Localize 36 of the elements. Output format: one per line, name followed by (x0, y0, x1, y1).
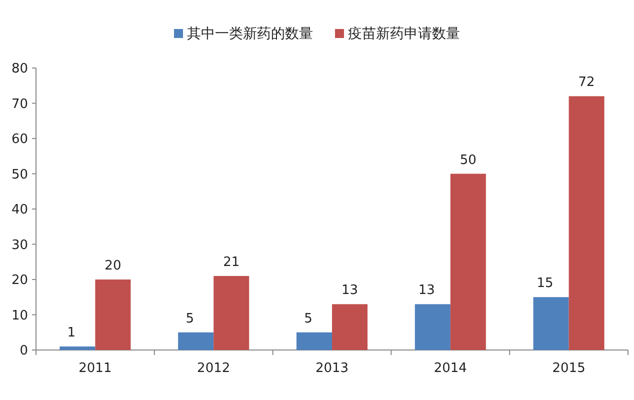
legend-label: 疫苗新药申请数量 (348, 26, 460, 42)
data-label: 20 (104, 258, 122, 274)
bar (296, 332, 332, 350)
y-tick-label: 30 (11, 238, 28, 253)
bar (214, 276, 250, 350)
y-tick-label: 0 (20, 344, 28, 358)
bar (414, 304, 450, 350)
y-tick-label: 40 (11, 202, 28, 218)
x-tick-label: 2015 (552, 361, 586, 376)
y-tick-label: 80 (11, 62, 28, 76)
data-label: 50 (460, 152, 476, 168)
data-label: 21 (223, 254, 240, 270)
bar (533, 297, 569, 350)
data-label: 72 (578, 75, 595, 90)
data-label: 13 (341, 283, 358, 298)
x-tick-label: 2014 (434, 361, 467, 376)
y-tick-label: 10 (11, 308, 28, 324)
y-tick-label: 70 (11, 96, 28, 112)
x-tick-label: 2013 (315, 361, 349, 376)
data-label: 1 (67, 325, 76, 340)
data-label: 13 (418, 283, 435, 298)
y-tick-label: 50 (11, 167, 28, 182)
bar (178, 332, 214, 350)
y-tick-label: 60 (11, 132, 28, 147)
data-label: 5 (186, 311, 194, 326)
bar (450, 174, 486, 350)
bar (568, 96, 604, 350)
data-label: 15 (536, 276, 554, 292)
x-tick-label: 2012 (197, 361, 230, 376)
y-tick-label: 20 (11, 273, 28, 288)
x-tick-label: 2011 (78, 361, 112, 376)
bar (60, 346, 96, 350)
data-label: 5 (304, 311, 312, 326)
legend-label: 其中一类新药的数量 (187, 26, 313, 42)
bar (95, 280, 131, 350)
bar (332, 304, 368, 350)
